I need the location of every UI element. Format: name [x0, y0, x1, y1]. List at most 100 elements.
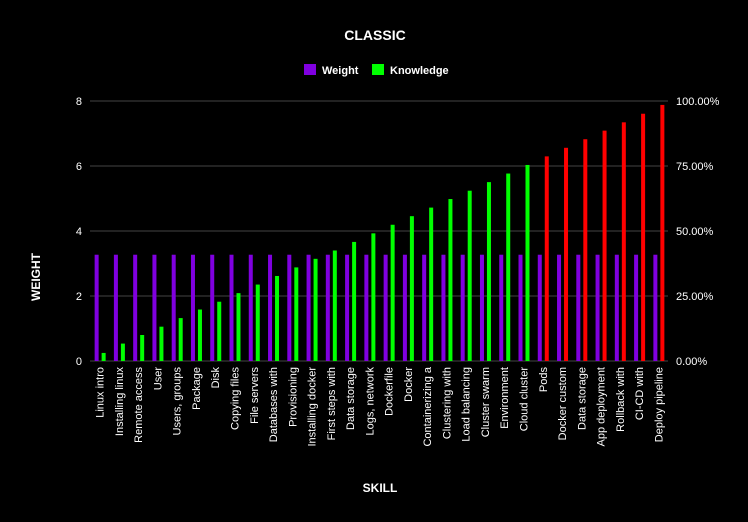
knowledge-bar	[332, 250, 337, 361]
knowledge-bar	[197, 309, 202, 361]
weight-bar	[248, 254, 253, 361]
knowledge-bar	[621, 122, 626, 361]
x-tick-label: User	[152, 367, 164, 391]
gridlines	[90, 100, 668, 362]
knowledge-bar	[294, 267, 299, 361]
y-tick-label: 0	[76, 356, 82, 368]
weight-bar	[518, 254, 523, 361]
x-tick-label: Linux intro	[95, 367, 107, 418]
knowledge-bar	[371, 233, 376, 361]
x-tick-label: Copying files	[230, 367, 242, 430]
knowledge-bar	[120, 343, 125, 361]
weight-bar	[557, 254, 562, 361]
x-tick-label: CI-CD with	[634, 367, 646, 420]
x-tick-label: Installing linux	[114, 367, 126, 437]
weight-bar	[133, 254, 138, 361]
x-tick-label: Remote access	[133, 367, 145, 443]
x-tick-label: Cloud cluster	[519, 367, 531, 432]
weight-bar	[94, 254, 99, 361]
y-tick-label: 2	[76, 291, 82, 303]
y-tick-label: 6	[76, 161, 82, 173]
knowledge-bar	[467, 190, 472, 361]
x-tick-label: Data storage	[576, 367, 588, 430]
x-axis-title: SKILL	[363, 481, 398, 495]
weight-bar	[576, 254, 581, 361]
weight-bar	[152, 254, 157, 361]
knowledge-bar	[178, 318, 183, 361]
knowledge-bar	[525, 164, 530, 361]
knowledge-bar	[486, 182, 491, 361]
x-tick-label: App deployment	[596, 367, 608, 447]
x-tick-label: Provisioning	[287, 367, 299, 427]
x-tick-label: Disk	[210, 367, 222, 389]
weight-bar	[634, 254, 639, 361]
weight-bar	[614, 254, 619, 361]
weight-bar	[287, 254, 292, 361]
x-tick-label: Load balancing	[461, 367, 473, 442]
x-tick-label: Docker custom	[557, 367, 569, 440]
knowledge-bar	[236, 293, 241, 361]
weight-bar	[653, 254, 658, 361]
x-tick-label: Clustering with	[441, 367, 453, 439]
weight-bar	[268, 254, 273, 361]
y2-tick-label: 50.00%	[676, 226, 714, 238]
y-axis-left-ticks: 0 2 4 6 8	[76, 96, 82, 368]
weight-bar	[229, 254, 234, 361]
y-axis-right-ticks: 0.00% 25.00% 50.00% 75.00% 100.00%	[676, 96, 720, 368]
x-tick-label: Users, groups	[172, 367, 184, 436]
weight-bar	[113, 254, 118, 361]
weight-bar	[364, 254, 369, 361]
y2-tick-label: 0.00%	[676, 356, 707, 368]
x-tick-label: File servers	[249, 367, 261, 424]
knowledge-bar	[564, 147, 569, 361]
knowledge-bar	[140, 335, 145, 361]
knowledge-bar	[583, 139, 588, 361]
weight-bar	[537, 254, 542, 361]
knowledge-bar	[641, 113, 646, 362]
x-tick-label: First steps with	[326, 367, 338, 440]
legend-label-knowledge: Knowledge	[390, 65, 449, 77]
x-tick-label: Logs, network	[364, 367, 376, 436]
knowledge-bar	[390, 224, 395, 361]
knowledge-bar	[275, 275, 280, 361]
legend: Weight Knowledge	[304, 64, 449, 77]
chart-title: CLASSIC	[344, 27, 405, 43]
knowledge-bar	[159, 326, 164, 361]
legend-label-weight: Weight	[322, 65, 359, 77]
x-tick-label: Docker	[403, 367, 415, 402]
x-axis-ticks: Linux intro Installing linux Remote access…	[95, 366, 666, 446]
weight-bar	[460, 254, 465, 361]
weight-bar	[479, 254, 484, 361]
knowledge-bar	[660, 104, 665, 362]
weight-bar	[171, 254, 176, 361]
knowledge-bar	[544, 156, 549, 361]
knowledge-bar	[602, 130, 607, 361]
knowledge-bar	[101, 352, 106, 361]
y2-tick-label: 25.00%	[676, 291, 714, 303]
weight-bar	[422, 254, 427, 361]
weight-bar	[306, 254, 311, 361]
weight-bar	[499, 254, 504, 361]
x-tick-label: Rollback with	[615, 367, 627, 432]
x-tick-label: Data storage	[345, 367, 357, 430]
x-tick-label: Cluster swarm	[480, 367, 492, 437]
weight-bar	[402, 254, 407, 361]
y2-tick-label: 75.00%	[676, 161, 714, 173]
knowledge-bar	[217, 301, 222, 361]
knowledge-bar	[409, 216, 414, 361]
knowledge-bar	[506, 173, 511, 361]
weight-bar	[210, 254, 215, 361]
x-tick-label: Pods	[538, 367, 550, 393]
weight-bar	[595, 254, 600, 361]
x-tick-label: Databases with	[268, 367, 280, 442]
x-tick-label: Deploy pipeline	[653, 367, 665, 442]
weight-bar	[441, 254, 446, 361]
y-tick-label: 4	[76, 226, 82, 238]
knowledge-bar	[313, 258, 318, 361]
weight-bar	[345, 254, 350, 361]
weight-bar	[190, 254, 195, 361]
y-tick-label: 8	[76, 96, 82, 108]
knowledge-bar	[429, 207, 434, 361]
x-tick-label: Installing docker	[307, 367, 319, 447]
